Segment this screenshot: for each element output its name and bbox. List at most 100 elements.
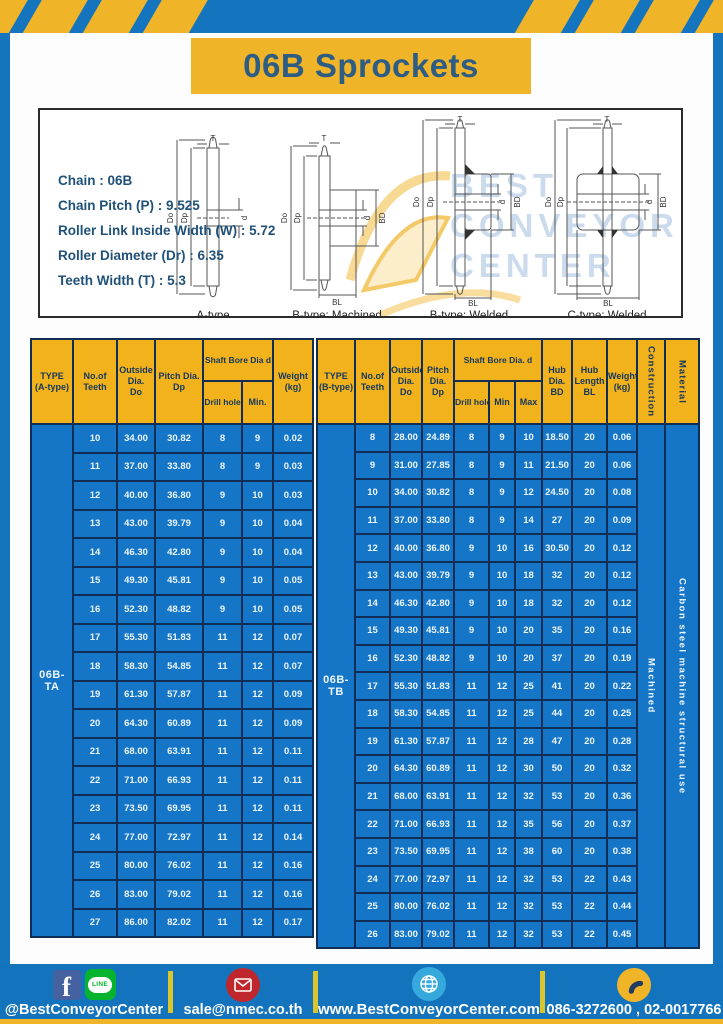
table-cell: 24.89: [421, 423, 455, 453]
column-header: Weight (kg): [272, 338, 314, 425]
bottom-accent-strip: [0, 1019, 723, 1024]
table-cell: 13: [72, 508, 118, 539]
table-cell: 72.97: [421, 864, 455, 895]
table-cell: 9: [202, 565, 243, 596]
table-row: 26 83.00 79.02 11 12 0.16: [31, 879, 314, 910]
dim-label: d: [240, 216, 249, 220]
globe-icon: [412, 967, 446, 1001]
hazard-stripe: [510, 0, 584, 33]
column-header: No.of Teeth: [354, 338, 391, 425]
table-cell: 10: [72, 423, 118, 454]
table-cell: 11: [453, 781, 490, 812]
table-cell: 32: [541, 560, 574, 591]
table-cell: 17: [354, 671, 391, 701]
table-cell: 0.09: [606, 505, 639, 536]
table-cell: 0.14: [272, 822, 314, 853]
table-cell: 12: [241, 736, 274, 767]
table-cell: 12: [488, 698, 516, 729]
table-cell: 73.50: [389, 836, 423, 867]
table-cell: 36.80: [421, 533, 455, 563]
table-cell: 52.30: [389, 643, 423, 674]
table-cell: 30.82: [154, 423, 204, 454]
table-cell: 27: [72, 907, 118, 938]
column-header: TYPE (A-type): [30, 338, 74, 425]
spec-diagram-box: BEST CONVEYOR CENTER Chain : 06B Chain P…: [38, 108, 683, 318]
table-cell: 9: [488, 478, 516, 508]
table-cell: 18: [513, 560, 544, 591]
table-cell: 64.30: [389, 754, 423, 784]
table-cell: 33.80: [154, 451, 204, 482]
table-cell: 0.05: [272, 594, 314, 625]
spec-line: Chain : 06B: [58, 173, 133, 188]
table-cell: 9: [202, 537, 243, 568]
table-cell: 0.08: [606, 478, 639, 508]
table-row: 10 34.00 30.82 8 9 12 24.50 20 0.08: [317, 478, 699, 508]
table-cell: 79.02: [154, 879, 204, 910]
table-cell: 55.30: [389, 671, 423, 701]
table-cell: 66.93: [154, 765, 204, 796]
page-title: 06B Sprockets: [191, 38, 531, 94]
table-row: 24 77.00 72.97 11 12 0.14: [31, 822, 314, 853]
table-cell: 24: [72, 822, 118, 853]
table-cell: 39.79: [154, 508, 204, 539]
table-cell: 82.02: [154, 907, 204, 938]
table-cell: 0.04: [272, 537, 314, 568]
table-cell: 25: [72, 850, 118, 881]
table-cell: 12: [488, 919, 516, 950]
table-cell: 53: [541, 892, 574, 922]
table-cell: 11: [202, 708, 243, 739]
table-cell: 12: [72, 480, 118, 511]
table-cell: 0.22: [606, 671, 639, 701]
table-cell: 36.80: [154, 480, 204, 511]
table-cell: 31.00: [389, 450, 423, 481]
table-cell: 22: [571, 919, 609, 950]
table-cell: 9: [488, 423, 516, 453]
table-cell: 32: [541, 588, 574, 619]
table-cell: 12: [488, 892, 516, 922]
table-cell: 69.95: [421, 836, 455, 867]
table-cell: 12: [241, 708, 274, 739]
table-row: 26 83.00 79.02 11 12 32 53 22 0.45: [317, 919, 699, 950]
table-cell: 11: [202, 765, 243, 796]
column-header: Pitch Dia. Dp: [421, 338, 455, 425]
table-cell: 28: [513, 726, 544, 757]
table-cell: 12: [488, 781, 516, 812]
table-cell: 0.09: [272, 708, 314, 739]
hazard-stripe: [18, 0, 92, 33]
table-cell: 32: [513, 781, 544, 812]
column-header: Hub Dia. BD: [541, 338, 574, 425]
table-row: 11 37.00 33.80 8 9 14 27 20 0.09: [317, 505, 699, 536]
phone-text: 086-3272600 , 02-0017766: [546, 1001, 722, 1018]
table-cell: 12: [241, 907, 274, 938]
table-cell: 12: [241, 793, 274, 824]
table-cell: 56: [541, 809, 574, 839]
footer-divider: [168, 970, 173, 1013]
table-row: 17 55.30 51.83 11 12 25 41 20 0.22: [317, 671, 699, 701]
dim-label: Dp: [426, 196, 435, 207]
diagram-b-type-machined: T Do Dp d BD BL B-type: Machined: [279, 134, 395, 316]
table-cell: 57.87: [421, 726, 455, 757]
table-cell: 63.91: [154, 736, 204, 767]
column-header: Outside Dia. Do: [116, 338, 156, 425]
table-cell: 10: [241, 594, 274, 625]
table-cell: 12: [488, 671, 516, 701]
dim-label: BL: [468, 299, 478, 306]
table-cell: 43.00: [116, 508, 156, 539]
table-cell: 11: [202, 793, 243, 824]
line-label: LINE: [91, 981, 108, 988]
table-cell: 11: [453, 698, 490, 729]
dim-label: Do: [544, 196, 553, 207]
table-cell: 48.82: [154, 594, 204, 625]
table-cell: 16: [72, 594, 118, 625]
table-cell: 9: [453, 560, 490, 591]
table-row: 13 43.00 39.79 9 10 0.04: [31, 508, 314, 539]
table-cell: 0.09: [272, 679, 314, 710]
table-row: 9 31.00 27.85 8 9 11 21.50 20 0.06: [317, 450, 699, 481]
table-cell: 12: [241, 822, 274, 853]
table-cell: 20: [354, 754, 391, 784]
table-cell: 8: [453, 478, 490, 508]
spec-line: Roller Diameter (Dr) : 6.35: [58, 248, 224, 263]
table-cell: 22: [354, 809, 391, 839]
table-cell: 18.50: [541, 423, 574, 453]
table-cell: 34.00: [116, 423, 156, 454]
